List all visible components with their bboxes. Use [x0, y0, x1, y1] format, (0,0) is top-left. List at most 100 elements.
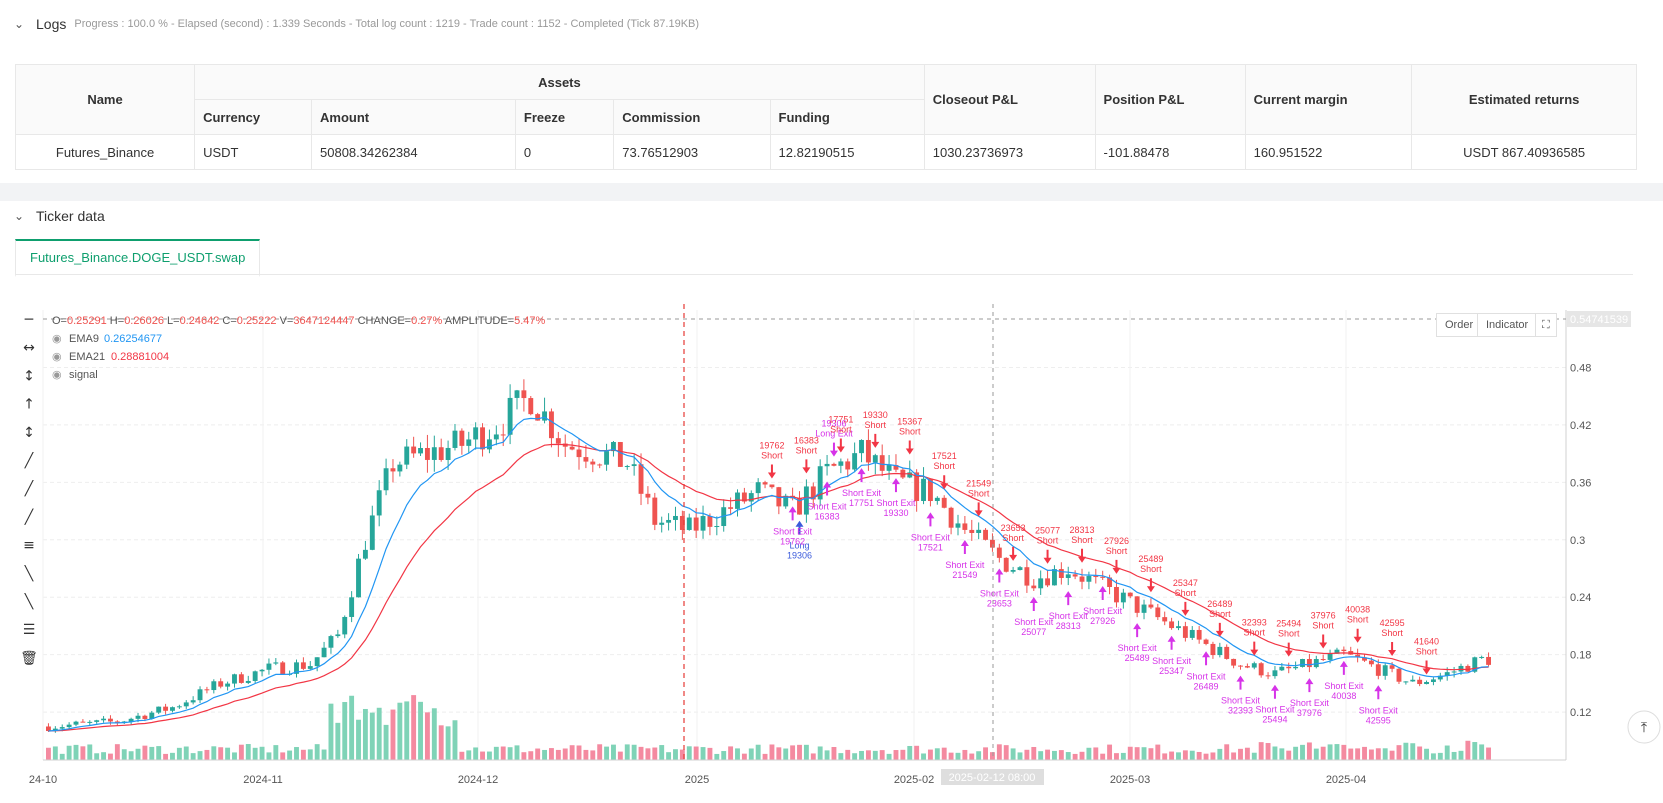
- candle-body: [983, 529, 988, 540]
- signal-arrow: [1422, 660, 1431, 675]
- ticker-header[interactable]: ⌄ Ticker data: [14, 208, 105, 224]
- trend-line-icon[interactable]: ╱: [24, 452, 35, 469]
- candle-body: [52, 728, 58, 732]
- candle-body: [328, 636, 334, 648]
- candle-body: [266, 663, 272, 670]
- info-line-icon[interactable]: ╱: [24, 508, 35, 525]
- fullscreen-icon[interactable]: ⛶: [1535, 313, 1557, 337]
- tab-doge-usdt-swap[interactable]: Futures_Binance.DOGE_USDT.swap: [15, 239, 261, 277]
- volume-bar: [797, 744, 802, 760]
- fib-icon[interactable]: ╲: [24, 593, 35, 610]
- vertical-line-icon[interactable]: ↑: [23, 397, 35, 413]
- signal-arrow: [1029, 596, 1038, 611]
- candle-body: [1189, 629, 1195, 638]
- order-button[interactable]: Order: [1436, 313, 1483, 337]
- volume-bar: [900, 749, 906, 760]
- signal-arrow: [940, 475, 949, 490]
- candle-body: [452, 430, 458, 448]
- ohlc-l: 0.24642: [180, 315, 220, 327]
- signal-id: 26489: [1207, 599, 1232, 609]
- volume-bar: [893, 750, 899, 760]
- candle-body: [549, 411, 554, 439]
- candle-body: [1368, 660, 1374, 665]
- trash-icon[interactable]: 🗑: [20, 650, 38, 666]
- candle-body: [424, 448, 430, 460]
- parallel-channel-icon[interactable]: ≡: [23, 538, 35, 554]
- signal-arrow: [1215, 622, 1224, 637]
- volume-bar: [686, 746, 692, 760]
- x-tick-label: 2024-11: [243, 774, 283, 786]
- x-tick-label: 2025-03: [1110, 774, 1150, 786]
- arrow-line-icon[interactable]: ↕: [23, 425, 35, 441]
- legend-name: EMA9: [69, 333, 99, 345]
- candle-body: [1382, 665, 1388, 676]
- candle-body: [1334, 649, 1340, 654]
- volume-bar: [1265, 743, 1271, 760]
- candle-body: [431, 447, 437, 460]
- candle-body: [1141, 604, 1147, 613]
- chevron-down-icon[interactable]: ⌄: [14, 17, 25, 31]
- volume-bar: [714, 753, 720, 760]
- volume-bar: [1320, 746, 1326, 760]
- volume-bar: [473, 747, 479, 760]
- signal-id: 23653: [987, 599, 1012, 609]
- candle-body: [638, 464, 644, 494]
- signal-arrow: [905, 440, 914, 455]
- volume-bar: [1341, 744, 1347, 760]
- signal-id: 27926: [1090, 616, 1115, 626]
- candle-body: [176, 706, 182, 708]
- candle-body: [73, 721, 79, 725]
- y-tick-label: 0.36: [1570, 477, 1591, 489]
- signal-id: 19762: [759, 440, 784, 450]
- volume-bar: [1148, 748, 1154, 760]
- volume-bar: [1210, 752, 1216, 760]
- candle-body: [879, 455, 885, 471]
- trend-angle-icon[interactable]: ╱: [24, 480, 35, 497]
- candle-body: [728, 507, 734, 509]
- candle-body: [707, 516, 713, 527]
- candle-body: [307, 666, 313, 669]
- candle-body: [1362, 657, 1367, 661]
- candle-body: [1396, 668, 1402, 682]
- logs-title: Logs: [36, 16, 67, 32]
- indicator-button[interactable]: Indicator: [1477, 313, 1538, 337]
- candle-body: [521, 390, 527, 399]
- pitchfork-icon[interactable]: ╲: [24, 565, 35, 582]
- volume-bar: [1306, 742, 1312, 760]
- signal-label: Short: [968, 488, 990, 498]
- ray-icon[interactable]: ↔: [23, 340, 35, 356]
- signal-label: Short Exit: [1187, 671, 1227, 681]
- volume-bar: [218, 747, 224, 760]
- scroll-top-icon[interactable]: ⤒: [1641, 720, 1647, 736]
- horizontal-line-icon[interactable]: ─: [24, 312, 34, 328]
- extended-line-icon[interactable]: ↕: [23, 368, 35, 384]
- volume-bar: [1258, 742, 1264, 760]
- signal-label: Short: [796, 445, 818, 455]
- candle-body: [114, 721, 120, 723]
- col-position-pnl: Position P&L: [1094, 64, 1246, 135]
- signal-id: 40038: [1345, 605, 1370, 615]
- candle-body: [397, 464, 403, 472]
- candle-body: [907, 472, 913, 478]
- ohlc-change-label: CHANGE=: [355, 315, 412, 327]
- candle-body: [197, 689, 203, 701]
- volume-bar: [569, 745, 575, 760]
- volume-bar: [108, 753, 113, 760]
- signal-arrow: [891, 478, 900, 493]
- candle-body: [1058, 569, 1064, 578]
- candle-body: [679, 515, 685, 530]
- logs-header[interactable]: ⌄ Logs Progress : 100.0 % - Elapsed (sec…: [14, 16, 699, 32]
- candle-body: [1031, 585, 1037, 589]
- candle-body: [934, 497, 940, 502]
- volume-bar: [328, 703, 334, 760]
- legend-value: 0.28881004: [111, 351, 169, 363]
- volume-bar: [1430, 753, 1436, 760]
- volume-bar: [1293, 746, 1299, 760]
- signal-arrow: [1388, 642, 1397, 657]
- volume-bar: [307, 749, 313, 760]
- measure-icon[interactable]: ☰: [23, 622, 36, 638]
- cell-name: Futures_Binance: [14, 134, 196, 170]
- chevron-down-icon[interactable]: ⌄: [14, 209, 25, 223]
- volume-bar: [879, 750, 885, 760]
